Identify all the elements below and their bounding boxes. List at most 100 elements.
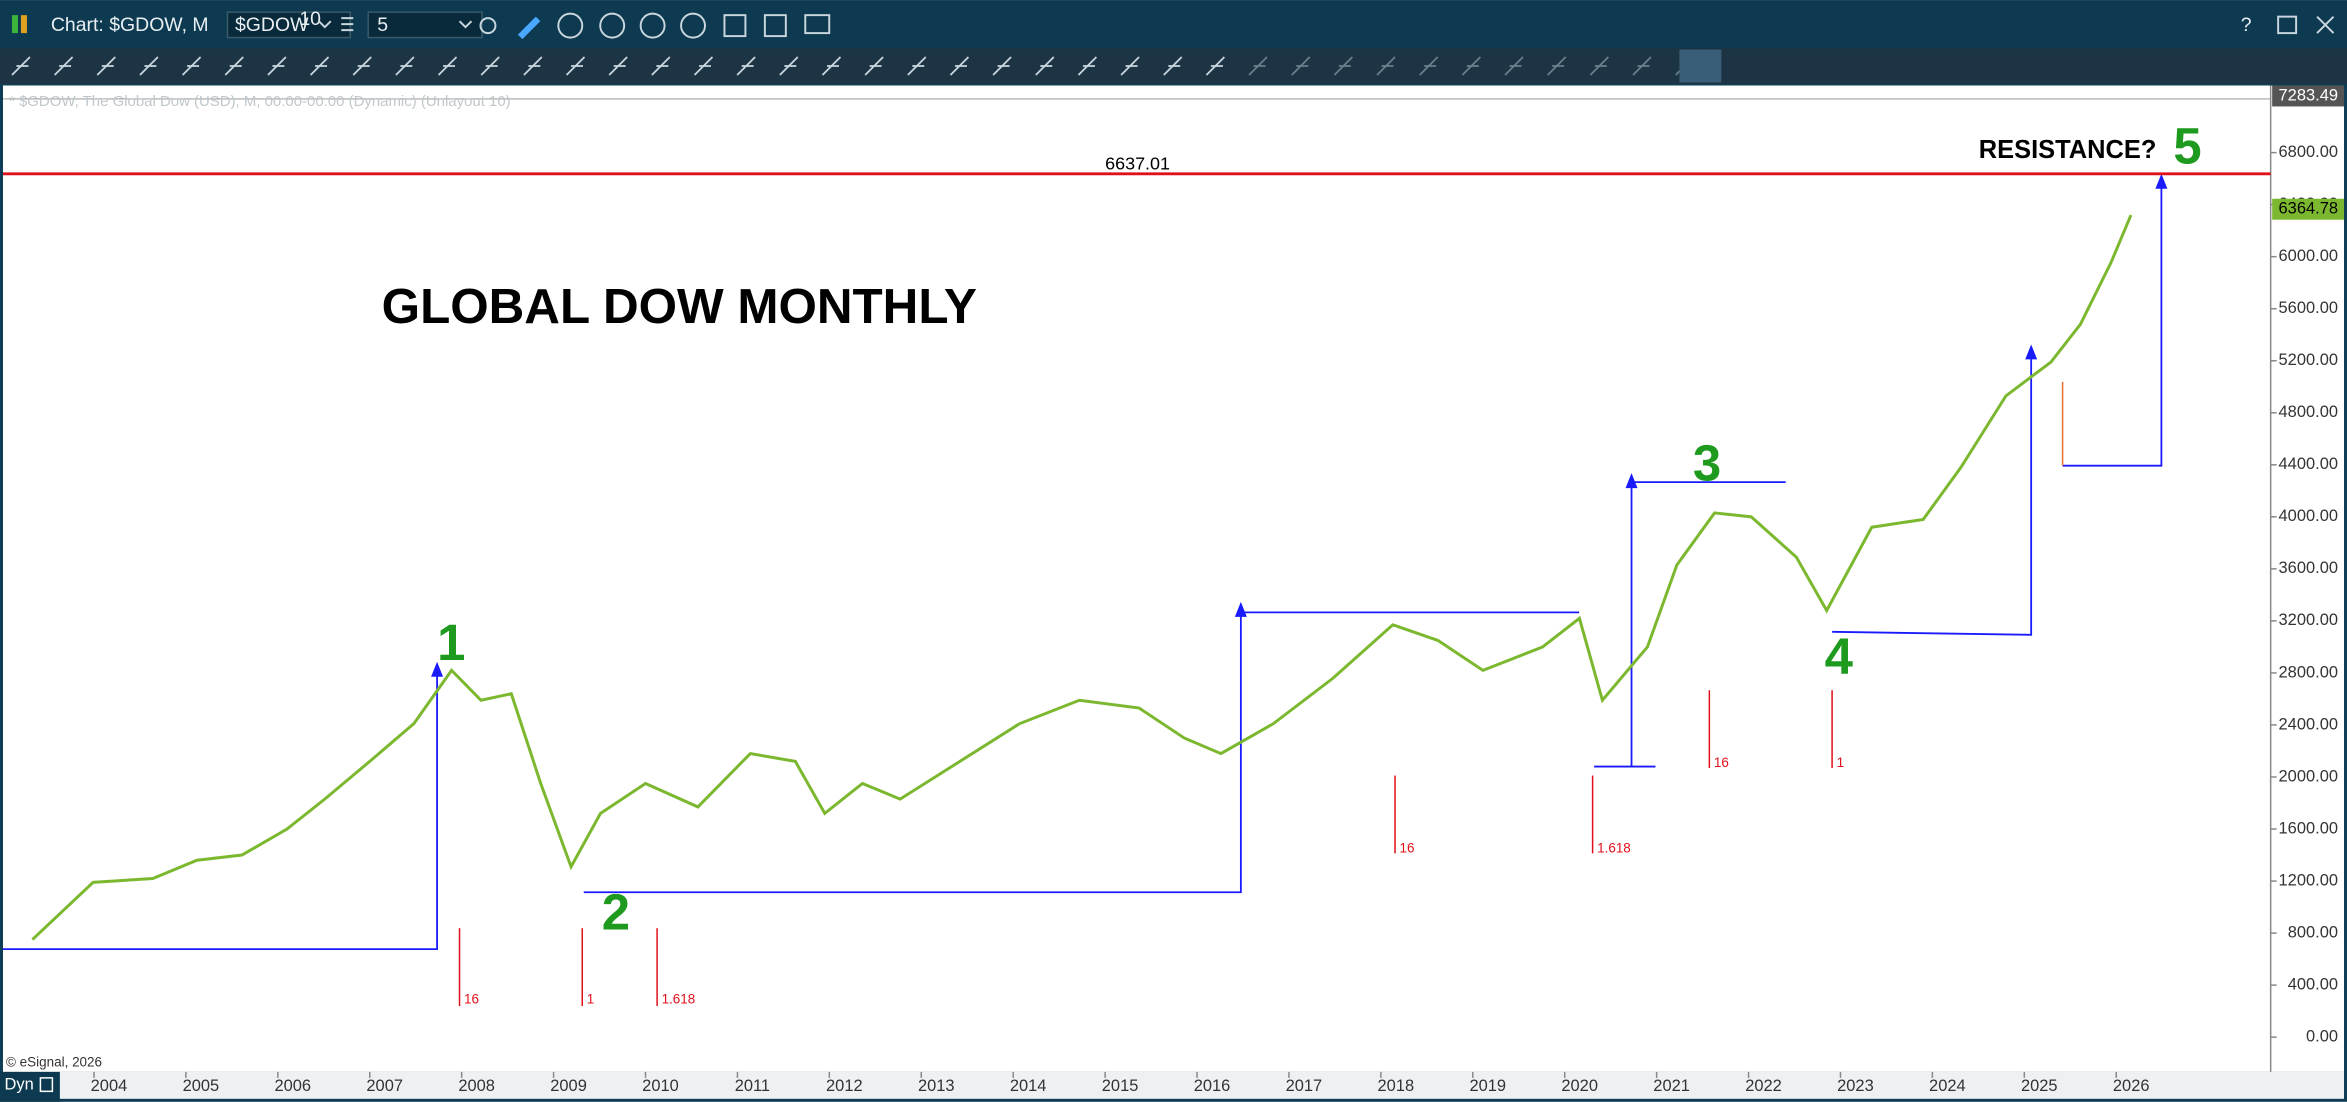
interval: 5 <box>377 14 388 36</box>
drawing-tool[interactable] <box>96 56 116 76</box>
fib-label: 1.618 <box>662 992 696 1007</box>
drawing-tool[interactable] <box>992 56 1012 76</box>
pen-tool[interactable] <box>517 16 541 40</box>
drawing-tool[interactable] <box>1120 56 1140 76</box>
dyn-box <box>0 1071 60 1102</box>
fib-label: 16 <box>464 992 479 1007</box>
symbol-box[interactable] <box>226 11 352 39</box>
y-tick-label: 0.00 <box>2306 1028 2338 1046</box>
y-tick-label: 4400.00 <box>2279 455 2338 473</box>
drawing-tool[interactable] <box>949 56 970 76</box>
tool[interactable] <box>557 12 584 39</box>
drawing-tool[interactable] <box>1291 56 1311 76</box>
app-icon <box>20 15 27 34</box>
drawing-tool[interactable] <box>1333 56 1354 76</box>
wave-label: 3 <box>1693 435 1721 492</box>
x-tick-label: 2005 <box>183 1077 220 1095</box>
drawing-tool[interactable] <box>1248 56 1268 76</box>
drawing-tool[interactable] <box>139 56 159 76</box>
drawing-tool[interactable] <box>693 56 714 76</box>
tool[interactable] <box>639 12 666 39</box>
drawing-tool[interactable] <box>395 56 415 76</box>
drawing-tool[interactable] <box>565 56 586 76</box>
y-tick-label: 5200.00 <box>2279 351 2338 369</box>
y-tick-label: 400.00 <box>2288 975 2338 993</box>
dropdown[interactable] <box>318 20 332 29</box>
arrowhead <box>2025 344 2038 360</box>
fib-label: 1.618 <box>1597 840 1631 855</box>
drawing-tool[interactable] <box>1035 56 1055 76</box>
y-tick-label: 6800.00 <box>2279 143 2338 161</box>
x-tick-label: 2017 <box>1286 1077 1323 1095</box>
drawing-tool[interactable] <box>480 56 500 76</box>
fib-label: 16 <box>1400 840 1415 855</box>
copyright: © eSignal, 2026 <box>6 1054 102 1069</box>
tool[interactable] <box>599 12 626 39</box>
clock[interactable] <box>479 17 497 35</box>
tool[interactable] <box>804 14 831 35</box>
close[interactable] <box>2316 15 2335 34</box>
window-button[interactable] <box>2277 15 2298 35</box>
drawing-tool[interactable] <box>1419 56 1439 76</box>
drawing-tool[interactable] <box>224 56 244 76</box>
measure <box>1832 356 2033 636</box>
drawing-tool[interactable] <box>1547 56 1567 76</box>
y-tick-label: 4000.00 <box>2279 507 2338 525</box>
drawing-tool[interactable] <box>779 56 799 76</box>
drawing-tool[interactable] <box>181 56 202 76</box>
y-tick-label: 2400.00 <box>2279 715 2338 733</box>
resistance-value: 6637.01 <box>1105 154 1170 174</box>
x-tick-label: 2025 <box>2021 1077 2058 1095</box>
drawing-tool[interactable] <box>1461 56 1481 76</box>
tool[interactable] <box>763 14 787 38</box>
help[interactable]: ? <box>2241 14 2252 36</box>
dyn[interactable]: Dyn <box>4 1076 33 1094</box>
menu[interactable] <box>341 17 354 32</box>
arrowhead <box>1625 473 1638 489</box>
drawing-tool[interactable] <box>1504 56 1524 76</box>
drawing-tool[interactable] <box>907 56 927 76</box>
wave-label: 1 <box>437 614 465 671</box>
drawing-tool[interactable] <box>608 56 628 76</box>
tool[interactable] <box>680 12 706 39</box>
symbol-sup: 10 <box>299 8 321 30</box>
drawing-tool[interactable] <box>736 56 756 76</box>
drawing-tool[interactable] <box>1163 56 1183 76</box>
drawing-tool[interactable] <box>523 56 543 76</box>
y-tick-label: 3600.00 <box>2279 559 2338 577</box>
x-tick-label: 2014 <box>1010 1077 1047 1095</box>
dropdown[interactable] <box>458 20 473 29</box>
y-tick-label: 2800.00 <box>2279 663 2338 681</box>
tool[interactable] <box>723 14 747 38</box>
drawing-tool[interactable] <box>437 56 458 76</box>
x-tick-label: 2026 <box>2113 1077 2150 1095</box>
drawing-tool[interactable] <box>821 56 842 76</box>
drawing-tool[interactable] <box>1632 56 1652 76</box>
drawing-tool[interactable] <box>1205 56 1226 76</box>
x-tick-label: 2011 <box>735 1077 770 1095</box>
drawing-tool[interactable] <box>267 56 287 76</box>
drawing-tool[interactable] <box>53 56 74 76</box>
active-tool[interactable] <box>1679 49 1722 83</box>
x-tick-label: 2008 <box>458 1077 495 1095</box>
drawing-tool[interactable] <box>1077 56 1098 76</box>
drawing-tool[interactable] <box>651 56 671 76</box>
measure <box>583 611 1580 894</box>
fib-label: 16 <box>1714 755 1729 770</box>
drawing-tool[interactable] <box>11 56 31 76</box>
drawing-tool[interactable] <box>864 56 884 76</box>
drawing-tool[interactable] <box>309 56 330 76</box>
time-axis <box>2 1071 2345 1099</box>
x-tick-label: 2024 <box>1929 1077 1966 1095</box>
drawing-tool[interactable] <box>1376 56 1396 76</box>
fib-label: 1 <box>1837 755 1844 770</box>
lock[interactable] <box>39 1077 54 1093</box>
drawing-tool[interactable] <box>352 56 372 76</box>
top-label-box <box>2272 85 2345 107</box>
y-tick-label: 4800.00 <box>2279 403 2338 421</box>
y-tick-label: 5600.00 <box>2279 299 2338 317</box>
x-tick-label: 2004 <box>91 1077 128 1095</box>
arrowheads <box>431 173 2168 677</box>
drawing-tool[interactable] <box>1589 56 1609 76</box>
